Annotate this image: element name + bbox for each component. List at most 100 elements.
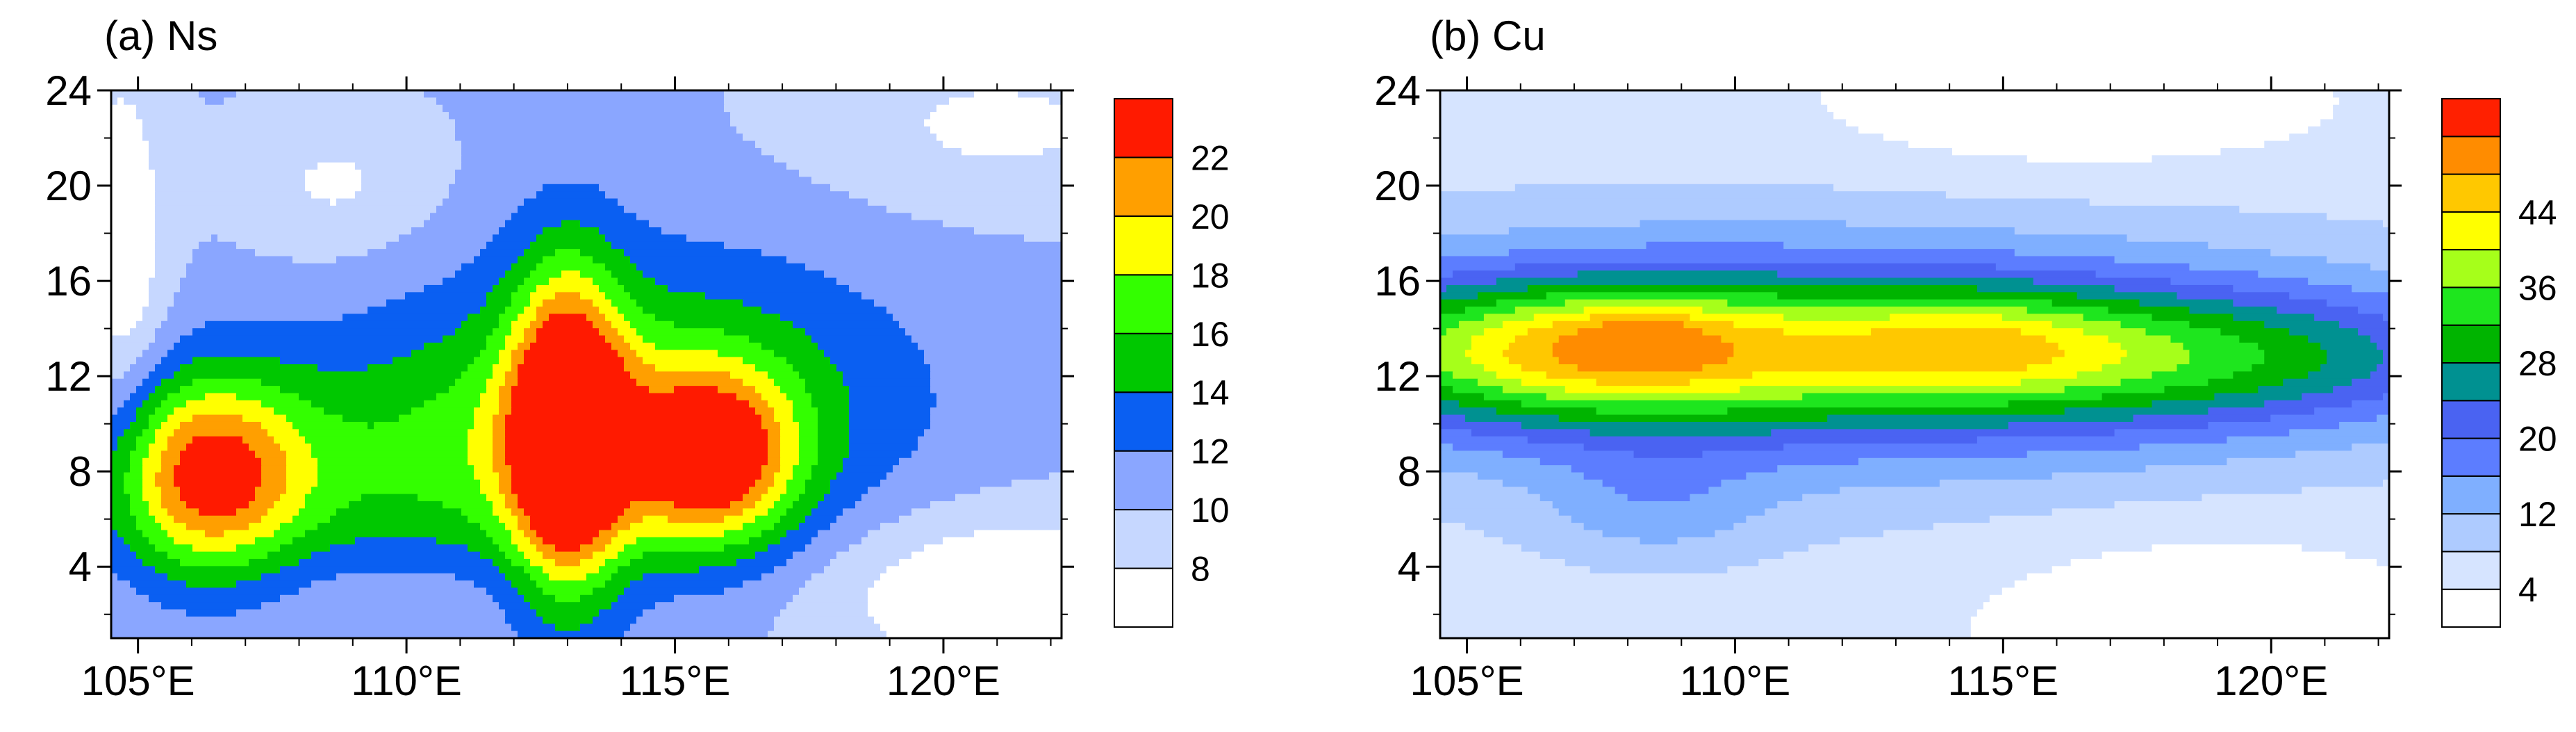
contour-cell (780, 444, 800, 452)
contour-cell (174, 515, 262, 523)
contour-cell (1502, 479, 1603, 488)
contour-cell (2064, 386, 2165, 394)
contour-cell (192, 357, 281, 365)
contour-cell (849, 444, 918, 452)
contour-cell (1496, 407, 1597, 416)
contour-cell (536, 234, 606, 243)
contour-cell (1746, 515, 1990, 523)
contour-cell (1452, 386, 1503, 394)
contour-cell (167, 350, 412, 358)
contour-cell (1440, 515, 1572, 523)
contour-cell (142, 350, 168, 358)
contour-cell (1683, 320, 1735, 329)
contour-cell (636, 378, 743, 387)
contour-cell (180, 558, 249, 567)
contour-cell (543, 587, 593, 596)
panel-a-ns: 105°E 110°E 115°E 120°E 4 8 12 16 20 24 22 20 18 16 14… (45, 67, 1229, 704)
contour-cell (411, 227, 499, 236)
contour-cell (2026, 573, 2390, 581)
contour-cell (117, 97, 124, 106)
contour-cell (1440, 479, 1503, 488)
contour-cell (111, 112, 137, 120)
contour-cell (130, 421, 149, 430)
contour-cell (536, 191, 606, 200)
contour-cell (1765, 508, 2053, 517)
contour-cell (111, 400, 124, 409)
contour-cell (868, 602, 1062, 610)
colorbar-swatch (2441, 286, 2501, 326)
contour-cell (1615, 487, 1710, 495)
contour-cell (2339, 320, 2390, 329)
contour-cell (811, 335, 912, 343)
contour-cell (849, 421, 931, 430)
contour-cell (111, 465, 131, 473)
contour-cell (1527, 436, 1978, 444)
contour-cell (843, 508, 912, 517)
contour-cell (1858, 126, 2309, 135)
contour-cell (136, 407, 156, 416)
contour-cell (155, 328, 193, 336)
contour-cell (911, 551, 1062, 560)
contour-cell (1440, 624, 1972, 632)
contour-cell (2051, 472, 2390, 480)
contour-cell (536, 609, 600, 617)
contour-cell (499, 472, 512, 480)
contour-cell (1564, 299, 1728, 307)
y-tick-label: 16 (1374, 258, 1421, 304)
contour-cell (180, 450, 256, 459)
contour-cell (130, 494, 143, 502)
contour-cell (449, 184, 543, 192)
contour-cell (768, 544, 806, 553)
contour-cell (818, 342, 918, 351)
contour-cell (1458, 320, 1503, 329)
contour-cell (1483, 393, 1547, 401)
contour-cell (1527, 328, 1578, 336)
contour-cell (1440, 270, 1453, 279)
contour-cell (580, 544, 606, 553)
contour-cell (2170, 335, 2240, 343)
contour-cell (461, 371, 493, 380)
contour-cell (155, 249, 193, 257)
contour-cell (480, 307, 506, 315)
contour-cell (1508, 227, 2015, 236)
contour-cell (167, 436, 193, 444)
contour-cell (186, 523, 249, 531)
contour-cell (255, 450, 287, 459)
contour-cell (755, 551, 793, 560)
contour-cell (624, 284, 668, 293)
contour-cell (611, 573, 643, 581)
contour-cell (449, 112, 731, 120)
contour-cell (511, 263, 537, 272)
contour-cell (155, 205, 437, 214)
contour-cell (1440, 292, 1478, 300)
contour-cell (468, 436, 493, 444)
contour-cell (111, 371, 124, 380)
contour-cell (511, 328, 525, 336)
contour-cell (655, 602, 787, 610)
contour-cell (1708, 487, 1840, 495)
colorbar-swatch (2441, 211, 2501, 251)
contour-cell (1440, 284, 1447, 293)
contour-cell (111, 328, 131, 336)
contour-cell (1777, 501, 2115, 510)
contour-cell (1440, 523, 1466, 531)
contour-cell (1702, 307, 2028, 315)
contour-cell (580, 220, 650, 228)
contour-cell (149, 342, 174, 351)
contour-cell (1976, 284, 2115, 293)
contour-cell (655, 314, 781, 322)
contour-cell (111, 602, 162, 610)
contour-cell (655, 364, 756, 373)
contour-cell (618, 277, 656, 286)
contour-cell (136, 523, 162, 531)
contour-cell (1440, 501, 1553, 510)
contour-cell (2139, 444, 2352, 452)
contour-cell (324, 407, 412, 416)
colorbar-label: 16 (1191, 315, 1230, 354)
contour-cell (843, 465, 893, 473)
contour-cell (911, 213, 1062, 221)
contour-cell (486, 299, 512, 307)
contour-cell (743, 299, 875, 307)
contour-cell (643, 307, 762, 315)
contour-cell (1602, 479, 1722, 488)
